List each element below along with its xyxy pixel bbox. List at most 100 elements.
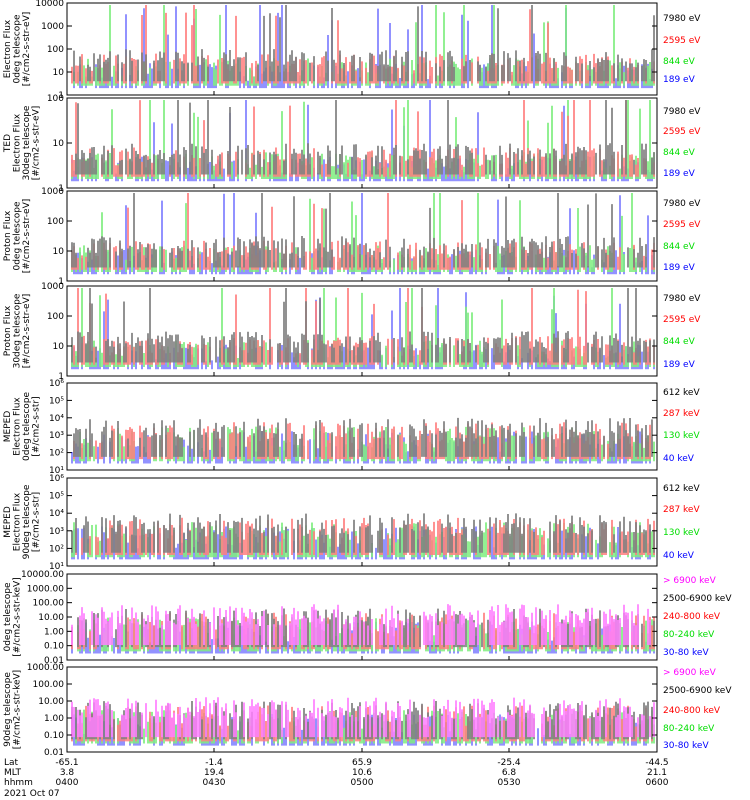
ytick-label: 1.00 bbox=[44, 714, 64, 724]
series-trace bbox=[71, 288, 655, 367]
ytick-label: 1 bbox=[58, 277, 64, 287]
ytick-label: 0.10 bbox=[44, 642, 64, 652]
series-trace bbox=[75, 709, 655, 744]
y-axis-label-line: 90deg telescope bbox=[22, 484, 32, 559]
xtick-lat: -65.1 bbox=[55, 758, 78, 768]
ytick-label: 10⁵ bbox=[49, 396, 64, 406]
legend-entry: 844 eV bbox=[663, 242, 696, 252]
ytick-label: 10³ bbox=[49, 431, 64, 441]
legend-entry: 2595 eV bbox=[663, 220, 701, 230]
footer-row-label: hhmm bbox=[4, 778, 33, 788]
xtick-lat: -25.4 bbox=[497, 758, 521, 768]
ytick-label: 10¹ bbox=[49, 562, 64, 572]
y-axis-label-line: 90deg telescope bbox=[3, 672, 13, 747]
series-trace bbox=[71, 522, 655, 558]
legend-entry: 7980 eV bbox=[663, 294, 701, 304]
legend-entry: 30-80 keV bbox=[663, 741, 709, 751]
y-axis-label-line: 0deg telescope bbox=[13, 201, 23, 271]
y-axis-label: MEPED Electron Flux 90deg telescope [#/cm2-… bbox=[3, 484, 42, 559]
y-axis-label: 0deg telescope [#/cm2-s-str-keV] bbox=[3, 577, 23, 656]
footer-date: 2021 Oct 07 bbox=[4, 789, 60, 799]
legend-entry: 7980 eV bbox=[663, 107, 701, 117]
ytick-label: 1000 bbox=[41, 282, 64, 292]
ytick-label: 0.01 bbox=[44, 656, 64, 666]
legend-entry: > 6900 keV bbox=[663, 576, 717, 586]
xtick-lat: 65.9 bbox=[352, 758, 372, 768]
ytick-label: 10000 bbox=[35, 0, 64, 9]
y-axis-label: 90deg telescope [#/cm2-s-str-keV] bbox=[3, 670, 23, 749]
xtick-mlt: 3.8 bbox=[60, 768, 75, 778]
legend-entry: 189 eV bbox=[663, 360, 696, 370]
legend-entry: 2500-6900 keV bbox=[663, 686, 732, 696]
legend-entry: 844 eV bbox=[663, 148, 696, 158]
y-axis-label-line: MEPED bbox=[3, 506, 13, 538]
ytick-label: 10⁵ bbox=[49, 492, 64, 502]
series-trace bbox=[73, 426, 655, 462]
xtick-mlt: 19.4 bbox=[204, 768, 224, 778]
series-trace bbox=[71, 612, 655, 650]
ytick-label: 100.00 bbox=[33, 599, 65, 609]
ytick-label: 10.00 bbox=[38, 697, 64, 707]
series-trace bbox=[71, 513, 655, 553]
ytick-label: 1.00 bbox=[44, 627, 64, 637]
panel-5: 10¹ 10² 10³ 10⁴ 10⁵ 10⁶ MEPED Electron Flux 0deg… bbox=[3, 379, 700, 476]
y-axis-label-line: [#/cm2-s-str] bbox=[32, 396, 42, 456]
legend-entry: 189 eV bbox=[663, 169, 696, 179]
ytick-label: 10 bbox=[53, 139, 65, 149]
y-axis-label-line: Proton Flux bbox=[3, 210, 13, 261]
y-axis-label-line: Electron Flux bbox=[3, 19, 13, 78]
xtick-lat: -1.4 bbox=[205, 758, 223, 768]
series-trace bbox=[71, 621, 655, 654]
y-axis-label-line: 30deg telescope bbox=[22, 105, 32, 180]
xtick-lat: -44.5 bbox=[645, 758, 668, 768]
y-axis-label: Proton Flux 30deg telescope [#/cm2-s-str-e… bbox=[3, 293, 32, 368]
panel-6: 10¹ 10² 10³ 10⁴ 10⁵ 10⁶ MEPED Electron Flux 90de… bbox=[3, 474, 700, 572]
series-trace bbox=[71, 288, 655, 363]
ytick-label: 10⁶ bbox=[49, 379, 64, 389]
legend-entry: 80-240 keV bbox=[663, 724, 715, 734]
series-trace bbox=[71, 604, 651, 645]
series-trace bbox=[73, 288, 655, 365]
legend-entry: 189 eV bbox=[663, 263, 696, 273]
y-axis-label-line: 0deg telescope bbox=[3, 582, 13, 652]
series-trace bbox=[71, 100, 655, 179]
series-trace bbox=[75, 517, 655, 555]
series-trace bbox=[71, 431, 651, 464]
panel-3: 1 10 100 1000 Proton Flux 0deg telescope [#/cm… bbox=[3, 187, 701, 287]
series-trace bbox=[73, 5, 655, 82]
legend-entry: 287 keV bbox=[663, 409, 700, 419]
xtick-hhmm: 0600 bbox=[646, 778, 669, 788]
panel-8: 0.01 0.10 1.00 10.00 100.00 1000.00 90deg tele… bbox=[3, 663, 732, 758]
ytick-label: 1000 bbox=[41, 187, 64, 197]
ytick-label: 100 bbox=[47, 217, 64, 227]
series-trace bbox=[73, 5, 655, 86]
legend-entry: 40 keV bbox=[663, 454, 695, 464]
ytick-label: 0.01 bbox=[44, 748, 64, 758]
legend-entry: 130 keV bbox=[663, 528, 700, 538]
ytick-label: 10 bbox=[53, 68, 65, 78]
series-trace bbox=[71, 193, 655, 272]
legend-entry: 80-240 keV bbox=[663, 630, 715, 640]
legend-entry: 2595 eV bbox=[663, 315, 701, 325]
series-trace bbox=[71, 288, 655, 370]
ytick-label: 1 bbox=[58, 91, 64, 101]
ytick-label: 10⁴ bbox=[49, 509, 64, 519]
legend-entry: 612 keV bbox=[663, 484, 700, 494]
y-axis-label-line: Electron Flux bbox=[13, 492, 23, 551]
y-axis-label-line: 0deg telescope bbox=[13, 14, 23, 84]
legend-entry: 7980 eV bbox=[663, 199, 701, 209]
legend-entry: 240-800 keV bbox=[663, 706, 721, 716]
ytick-label: 1000.00 bbox=[27, 663, 64, 673]
y-axis-label-line: [#/cm2-s-str-eV] bbox=[22, 199, 32, 274]
legend-entry: 844 eV bbox=[663, 337, 696, 347]
y-axis-label-line: MEPED bbox=[3, 411, 13, 443]
legend-entry: 612 keV bbox=[663, 388, 700, 398]
y-axis-label-line: [#/cm2-s-str-eV] bbox=[22, 12, 32, 87]
y-axis-label-line: Electron Flux bbox=[13, 397, 23, 456]
series-trace bbox=[71, 697, 655, 738]
series-trace bbox=[73, 5, 653, 89]
series-trace bbox=[71, 526, 651, 560]
xtick-hhmm: 0500 bbox=[351, 778, 374, 788]
